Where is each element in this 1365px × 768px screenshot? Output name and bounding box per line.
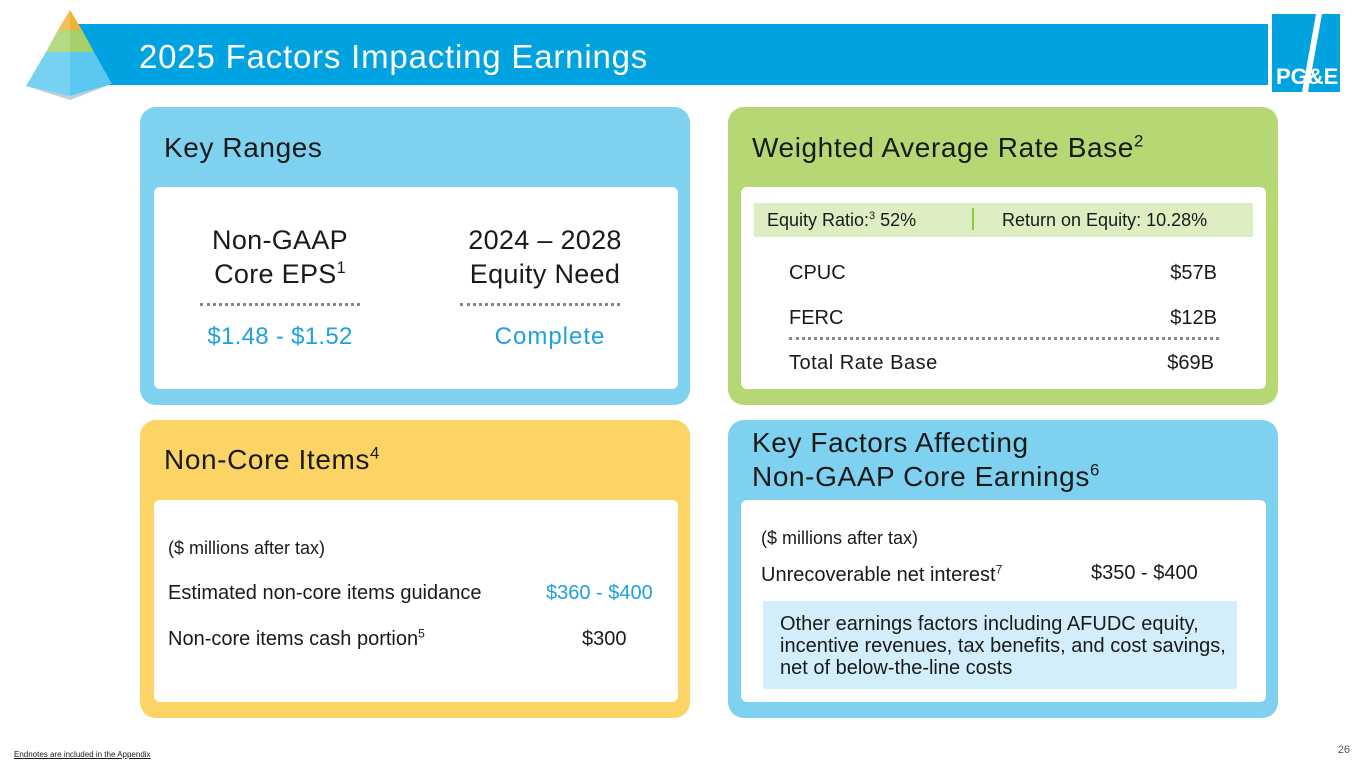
endnote-link[interactable]: Endnotes are included in the Appendix [14, 750, 151, 759]
eps-value: $1.48 - $1.52 [207, 323, 353, 350]
eps-label: Non-GAAP Core EPS1 [212, 225, 348, 289]
equity-strip [754, 203, 1253, 237]
svg-text:PG&E: PG&E [1276, 64, 1338, 89]
total-label: Total Rate Base [789, 352, 938, 374]
guidance-value: $360 - $400 [546, 582, 653, 604]
cpuc-value: $57B [1170, 262, 1217, 284]
ferc-label: FERC [789, 307, 844, 329]
non-core-card [154, 500, 678, 702]
page-title: 2025 Factors Impacting Earnings [139, 38, 649, 75]
total-value: $69B [1167, 352, 1214, 374]
guidance-label: Estimated non-core items guidance [168, 582, 482, 604]
equity-need-value: Complete [494, 323, 606, 350]
roe-label: Return on Equity: 10.28% [1002, 210, 1208, 230]
equity-need-divider [460, 303, 620, 306]
other-factors-box [763, 601, 1237, 689]
non-core-unit-note: ($ millions after tax) [168, 538, 326, 558]
rate-base-title: Weighted Average Rate Base2 [752, 131, 1144, 163]
eps-divider [200, 303, 360, 306]
title-bar [68, 24, 1268, 85]
equity-need-label: 2024 – 2028 Equity Need [468, 225, 622, 289]
interest-label: Unrecoverable net interest7 [761, 562, 1003, 586]
key-factors-unit-note: ($ millions after tax) [761, 528, 919, 548]
non-core-title: Non-Core Items4 [164, 443, 380, 475]
pge-logo-icon: PG&E [1272, 14, 1340, 92]
ferc-value: $12B [1170, 307, 1217, 329]
rate-base-divider [789, 337, 1219, 340]
key-ranges-title: Key Ranges [164, 132, 323, 163]
key-factors-title: Key Factors Affecting Non-GAAP Core Earn… [752, 427, 1100, 492]
interest-value: $350 - $400 [1091, 562, 1198, 584]
strip-divider [972, 208, 974, 230]
pge-logo: PG&E [1272, 14, 1340, 92]
pyramid-icon [26, 10, 112, 100]
other-factors-text: Other earnings factors including AFUDC e… [780, 613, 1226, 679]
cash-portion-value: $300 [582, 628, 627, 650]
cpuc-label: CPUC [789, 262, 846, 284]
page-number: 26 [1337, 744, 1350, 756]
key-ranges-card [154, 187, 678, 389]
equity-ratio: Equity Ratio:3 52% [767, 210, 917, 230]
cash-portion-label: Non-core items cash portion5 [168, 626, 425, 650]
